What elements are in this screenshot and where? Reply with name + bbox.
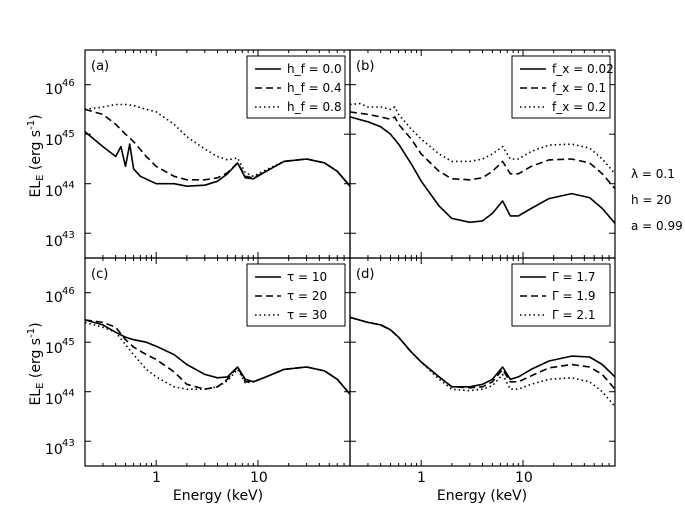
series-line-a-1 — [84, 108, 351, 187]
legend-label-c-0: τ = 10 — [287, 270, 327, 284]
svg-text:44: 44 — [62, 180, 75, 191]
x-axis-label-left: Energy (keV) — [173, 488, 263, 504]
x-tick-label-10-right: 10 — [515, 470, 533, 486]
series-line-b-1 — [349, 111, 616, 190]
svg-text:44: 44 — [62, 388, 75, 399]
data-curves — [84, 102, 616, 408]
series-line-b-0 — [349, 116, 616, 224]
legend-label-c-2: τ = 30 — [287, 308, 327, 322]
legend-label-a-2: h_f = 0.8 — [287, 100, 342, 114]
series-line-a-2 — [84, 103, 351, 187]
x-tick-label-1-left: 1 — [152, 470, 161, 486]
panel-d-label: (d) — [356, 267, 374, 282]
panel-a-label: (a) — [91, 59, 109, 74]
legend-label-d-1: Γ = 1.9 — [552, 289, 595, 303]
svg-text:45: 45 — [62, 129, 75, 140]
annotation-a: a = 0.99 — [631, 219, 683, 233]
svg-text:45: 45 — [62, 337, 75, 348]
series-line-c-0 — [84, 319, 351, 395]
y-tick-label-46-bottom: 10 46 — [45, 286, 75, 306]
legend-label-c-1: τ = 20 — [287, 289, 327, 303]
x-tick-label-1-right: 1 — [417, 470, 426, 486]
svg-text:46: 46 — [62, 78, 75, 89]
y-axis-label-bottom: ELE (erg s-1) — [26, 322, 46, 405]
svg-text:46: 46 — [62, 286, 75, 297]
series-line-b-2 — [349, 102, 616, 175]
annotation-lambda: λ = 0.1 — [631, 167, 675, 181]
legend-box-d — [511, 263, 611, 327]
svg-text:ELE (erg s-1): ELE (erg s-1) — [26, 322, 46, 405]
legend-label-b-2: f_x = 0.2 — [552, 100, 606, 114]
svg-text:10: 10 — [45, 234, 63, 250]
legend-label-a-0: h_f = 0.0 — [287, 62, 342, 76]
series-line-d-0 — [349, 316, 616, 388]
svg-text:10: 10 — [45, 341, 63, 357]
legend-label-a-1: h_f = 0.4 — [287, 81, 342, 95]
legend-box-b — [511, 55, 611, 119]
svg-text:43: 43 — [62, 230, 75, 241]
series-line-c-2 — [84, 321, 351, 395]
svg-text:10: 10 — [45, 184, 63, 200]
svg-text:10: 10 — [45, 82, 63, 98]
x-axis-label-right: Energy (keV) — [437, 488, 527, 504]
series-line-c-1 — [84, 319, 351, 395]
legends: h_f = 0.0 h_f = 0.4 h_f = 0.8 f_x = 0.02 f_x… — [246, 55, 614, 327]
annotation-h: h = 20 — [631, 193, 672, 207]
y-tick-label-45-top: 10 45 — [45, 129, 75, 149]
panel-b-label: (b) — [356, 59, 374, 74]
x-tick-label-10-left: 10 — [250, 470, 268, 486]
y-tick-label-43-bottom: 10 43 — [45, 438, 75, 458]
y-tick-label-44-top: 10 44 — [45, 180, 75, 200]
tick-marks — [84, 50, 616, 466]
y-tick-label-44-bottom: 10 44 — [45, 388, 75, 408]
legend-label-d-0: Γ = 1.7 — [552, 270, 595, 284]
svg-text:43: 43 — [62, 438, 75, 449]
series-line-d-2 — [349, 316, 616, 408]
svg-text:10: 10 — [45, 290, 63, 306]
legend-label-b-1: f_x = 0.1 — [552, 81, 606, 95]
svg-text:10: 10 — [45, 133, 63, 149]
series-line-d-1 — [349, 316, 616, 390]
legend-label-b-0: f_x = 0.02 — [552, 62, 614, 76]
legend-box-a — [246, 55, 346, 119]
svg-text:10: 10 — [45, 392, 63, 408]
y-axis-label-top: ELE (erg s-1) — [26, 114, 46, 197]
legend-box-c — [246, 263, 346, 327]
legend-label-d-2: Γ = 2.1 — [552, 308, 595, 322]
svg-text:10: 10 — [45, 442, 63, 458]
panel-c-label: (c) — [91, 267, 108, 282]
y-tick-label-45-bottom: 10 45 — [45, 337, 75, 357]
y-tick-label-46-top: 10 46 — [45, 78, 75, 98]
y-tick-label-43-top: 10 43 — [45, 230, 75, 250]
series-line-a-0 — [84, 131, 351, 187]
svg-text:ELE (erg s-1): ELE (erg s-1) — [26, 114, 46, 197]
